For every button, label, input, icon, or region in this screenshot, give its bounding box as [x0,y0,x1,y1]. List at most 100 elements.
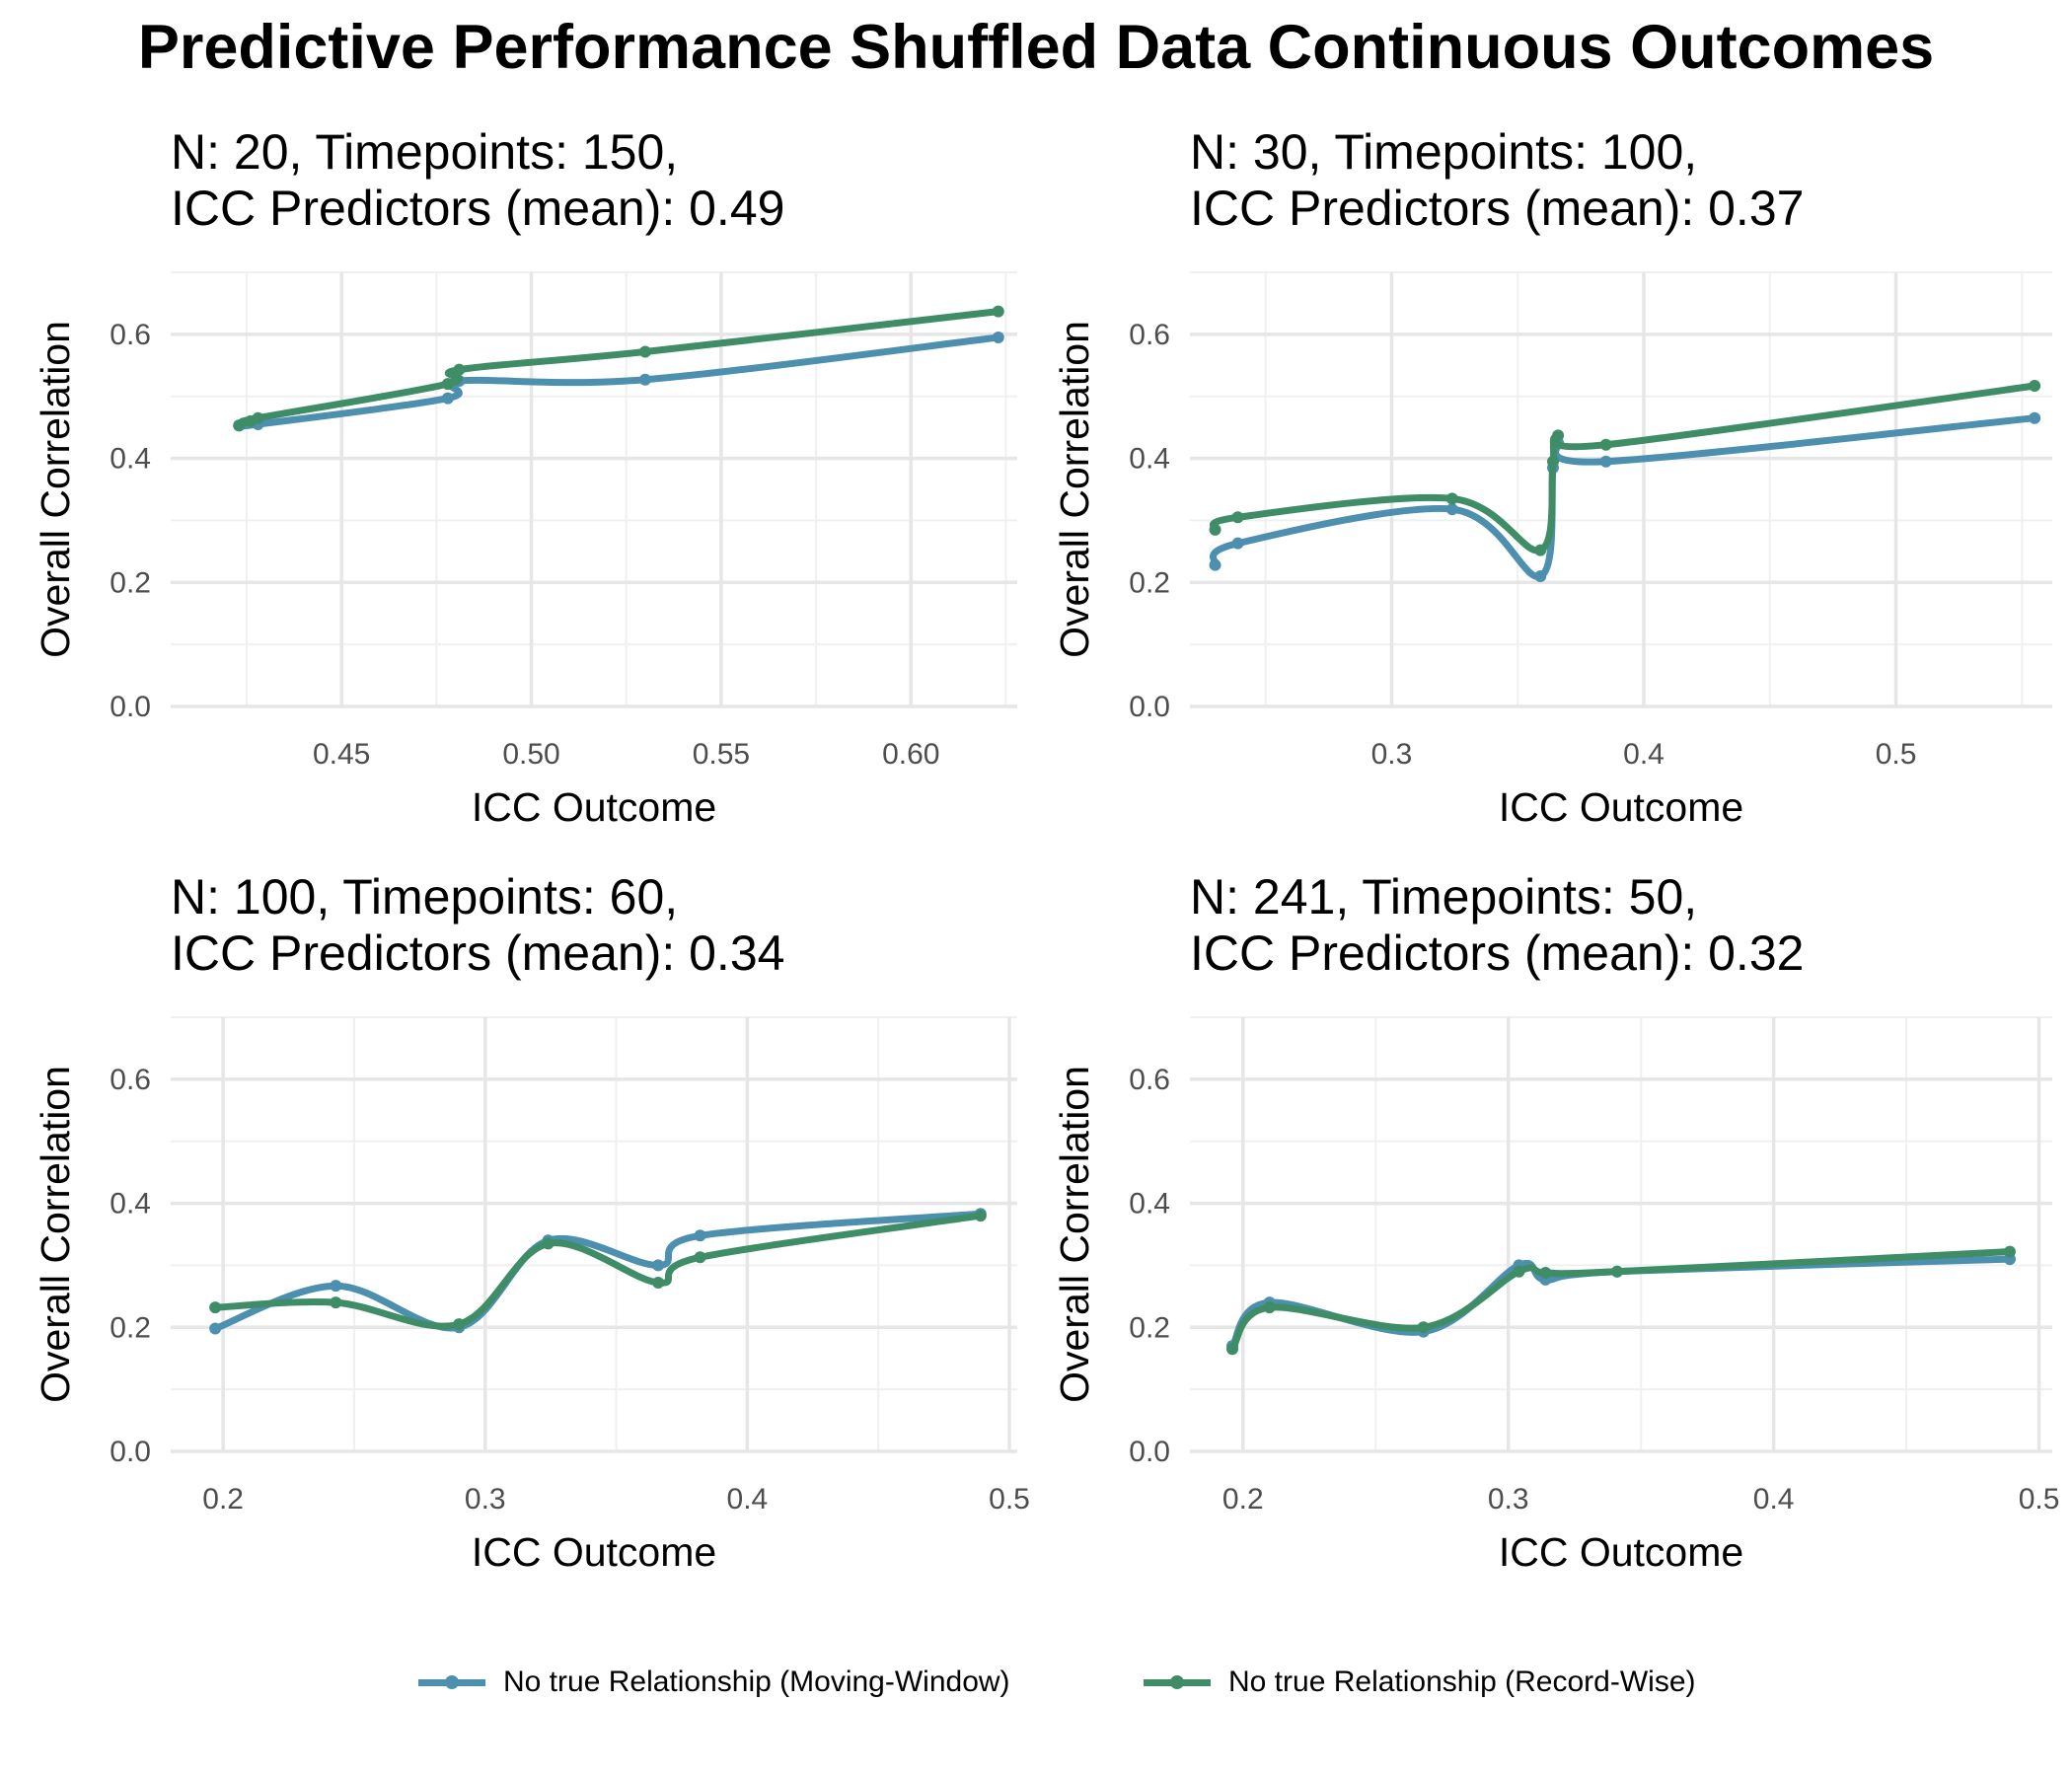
series-moving-window [233,332,1004,432]
gridlines [171,271,1017,708]
x-tick-label: 0.3 [465,1483,506,1516]
data-point [992,305,1004,318]
panel-title-line1: N: 100, Timepoints: 60, [171,869,679,925]
x-axis-title: ICC Outcome [1499,784,1743,830]
data-point [1599,438,1612,451]
y-axis-title: Overall Correlation [33,321,78,658]
x-axis-title: ICC Outcome [1499,1529,1743,1575]
y-tick-label: 0.0 [110,691,151,723]
data-point [1610,1265,1623,1278]
data-point [694,1229,706,1242]
y-tick-label: 0.6 [110,1064,151,1096]
y-tick-label: 0.4 [1129,443,1170,476]
y-tick-label: 0.4 [110,1188,151,1221]
chart-main-title: Predictive Performance Shuffled Data Con… [137,13,1935,82]
x-tick-label: 0.4 [1623,738,1665,771]
data-point [1209,558,1221,571]
panel-title: N: 20, Timepoints: 150, ICC Predictors (… [171,124,784,237]
gridlines [1190,1016,2052,1453]
data-point [2029,411,2041,424]
y-tick-label: 0.2 [1129,1311,1170,1344]
y-axis-title: Overall Correlation [33,1066,78,1403]
series-moving-window [209,1208,987,1335]
series-record-wise [1209,380,2041,556]
data-point [252,411,264,424]
x-tick-label: 0.60 [882,738,939,771]
data-point [694,1251,706,1264]
panel-title-line1: N: 30, Timepoints: 100, [1190,124,1698,180]
panel-title: N: 241, Timepoints: 50, ICC Predictors (… [1190,869,1804,982]
data-point [1445,492,1458,505]
x-tick-label: 0.2 [1222,1483,1264,1516]
panel-title-line1: N: 241, Timepoints: 50, [1190,869,1698,925]
data-point [441,378,454,391]
x-tick-label: 0.45 [313,738,370,771]
x-tick-label: 0.4 [1753,1483,1795,1516]
panel-title-line2: ICC Predictors (mean): 0.49 [171,181,785,236]
plot-area: 0.0 0.2 0.4 0.6 0.45 0.50 0.55 0.60 ICC Outcome O… [33,271,1017,830]
legend-item-record-wise: No true Relationship (Record-Wise) [1140,1653,1696,1712]
x-tick-label: 0.3 [1371,738,1413,771]
y-tick-label: 0.0 [1129,691,1170,723]
legend-label: No true Relationship (Record-Wise) [1228,1665,1696,1698]
legend-key-record-wise [1140,1653,1215,1712]
data-point [638,373,651,386]
y-axis-title: Overall Correlation [1052,321,1097,658]
panel-top-right: N: 30, Timepoints: 100, ICC Predictors (… [1016,124,2072,845]
legend-label: No true Relationship (Moving-Window) [503,1665,1010,1698]
data-point [652,1277,665,1290]
data-point [233,419,246,432]
y-axis-title: Overall Correlation [1052,1066,1097,1403]
data-point [1547,455,1559,468]
panel-bottom-right: N: 241, Timepoints: 50, ICC Predictors (… [1016,869,2072,1590]
series-line [233,333,1002,430]
data-point [453,1318,466,1331]
data-point [441,392,454,405]
data-point [1226,1343,1239,1356]
x-tick-label: 0.3 [1488,1483,1529,1516]
x-axis-title: ICC Outcome [472,1529,716,1575]
data-point [209,1301,222,1314]
panel-title-line2: ICC Predictors (mean): 0.37 [1190,181,1805,236]
panel-title: N: 30, Timepoints: 100, ICC Predictors (… [1190,124,1804,237]
data-point [1534,544,1547,556]
y-tick-label: 0.4 [110,443,151,476]
y-tick-label: 0.2 [110,1311,151,1344]
x-tick-label: 0.2 [202,1483,244,1516]
data-point [330,1296,342,1309]
data-point [1513,1265,1525,1278]
series-record-wise [1226,1245,2016,1356]
y-tick-label: 0.2 [110,566,151,599]
data-point [1263,1301,1276,1314]
data-point [330,1280,342,1293]
data-point [1417,1321,1430,1334]
data-point [1445,503,1458,516]
data-point [209,1322,222,1335]
data-point [638,345,651,358]
panel-title-line2: ICC Predictors (mean): 0.32 [1190,925,1805,981]
series-record-wise [209,1210,987,1331]
plot-area: 0.0 0.2 0.4 0.6 0.3 0.4 0.5 ICC Outcome Overall … [1052,271,2052,830]
y-tick-label: 0.0 [110,1436,151,1468]
x-tick-label: 0.4 [727,1483,769,1516]
data-point [2029,380,2041,393]
data-point [1231,511,1244,524]
data-point [542,1237,555,1250]
data-point [652,1259,665,1272]
panel-title-line2: ICC Predictors (mean): 0.34 [171,925,785,981]
data-point [2003,1245,2016,1258]
x-tick-label: 0.5 [989,1483,1030,1516]
x-tick-label: 0.5 [1876,738,1917,771]
gridlines [171,1016,1017,1453]
data-point [1599,455,1612,468]
gridlines [1190,271,2052,708]
y-tick-label: 0.4 [1129,1188,1170,1221]
panel-title-line1: N: 20, Timepoints: 150, [171,124,679,180]
y-tick-label: 0.2 [1129,566,1170,599]
data-point [1552,429,1565,442]
x-tick-label: 0.50 [502,738,559,771]
legend: No true Relationship (Moving-Window) No … [0,1653,2072,1712]
y-tick-label: 0.6 [1129,319,1170,351]
series-moving-window [1209,411,2041,582]
panel-top-left: N: 20, Timepoints: 150, ICC Predictors (… [0,124,1036,845]
